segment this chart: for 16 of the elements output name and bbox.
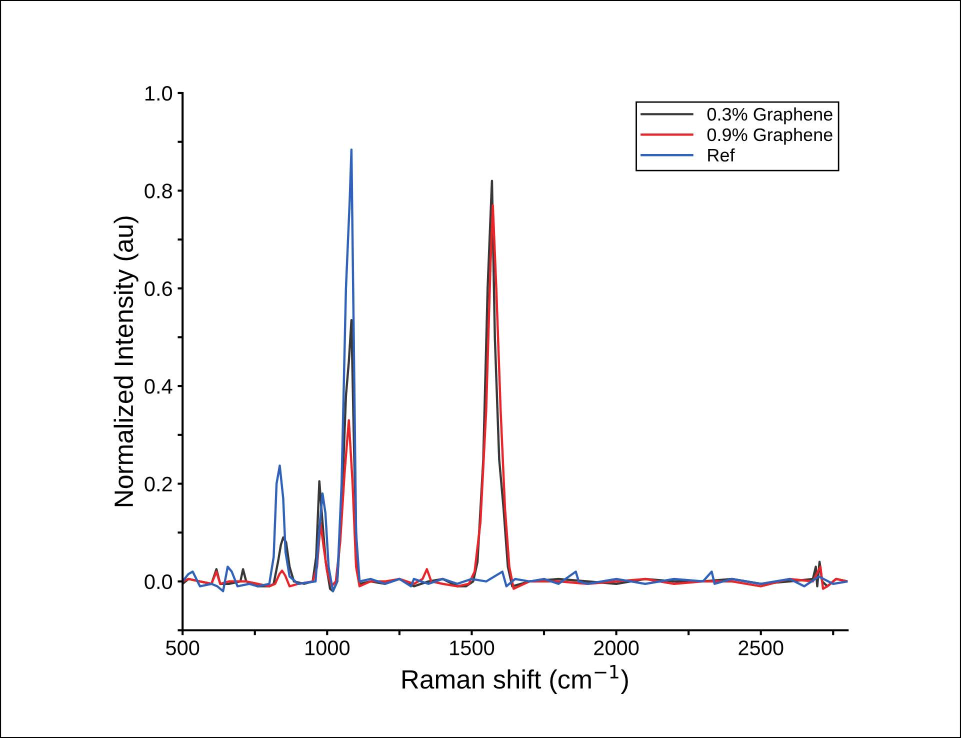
y-tick-label: 0.6 — [144, 281, 172, 296]
x-tick-label: 2000 — [594, 640, 639, 656]
x-axis-title: Raman shift (cm$^{−1}$) — [402, 664, 628, 694]
legend-label: Ref — [708, 148, 735, 162]
x-tick-label: 500 — [166, 640, 200, 656]
y-tick-label: 1.0 — [146, 86, 172, 101]
y-tick-label: 0.2 — [144, 476, 172, 492]
y-tick-label: 0.4 — [144, 379, 172, 394]
x-tick-label: 1500 — [450, 640, 494, 656]
x-tick-label: 1000 — [306, 640, 350, 656]
y-tick-label: 0.0 — [144, 574, 172, 590]
y-axis-title: Normalized Intensity (au) — [114, 216, 138, 506]
x-tick-label: 2500 — [738, 640, 784, 656]
legend-label: 0.9% Graphene — [707, 128, 832, 145]
legend-label: 0.3% Graphene — [707, 107, 832, 124]
y-tick-label: 0.8 — [144, 184, 172, 198]
